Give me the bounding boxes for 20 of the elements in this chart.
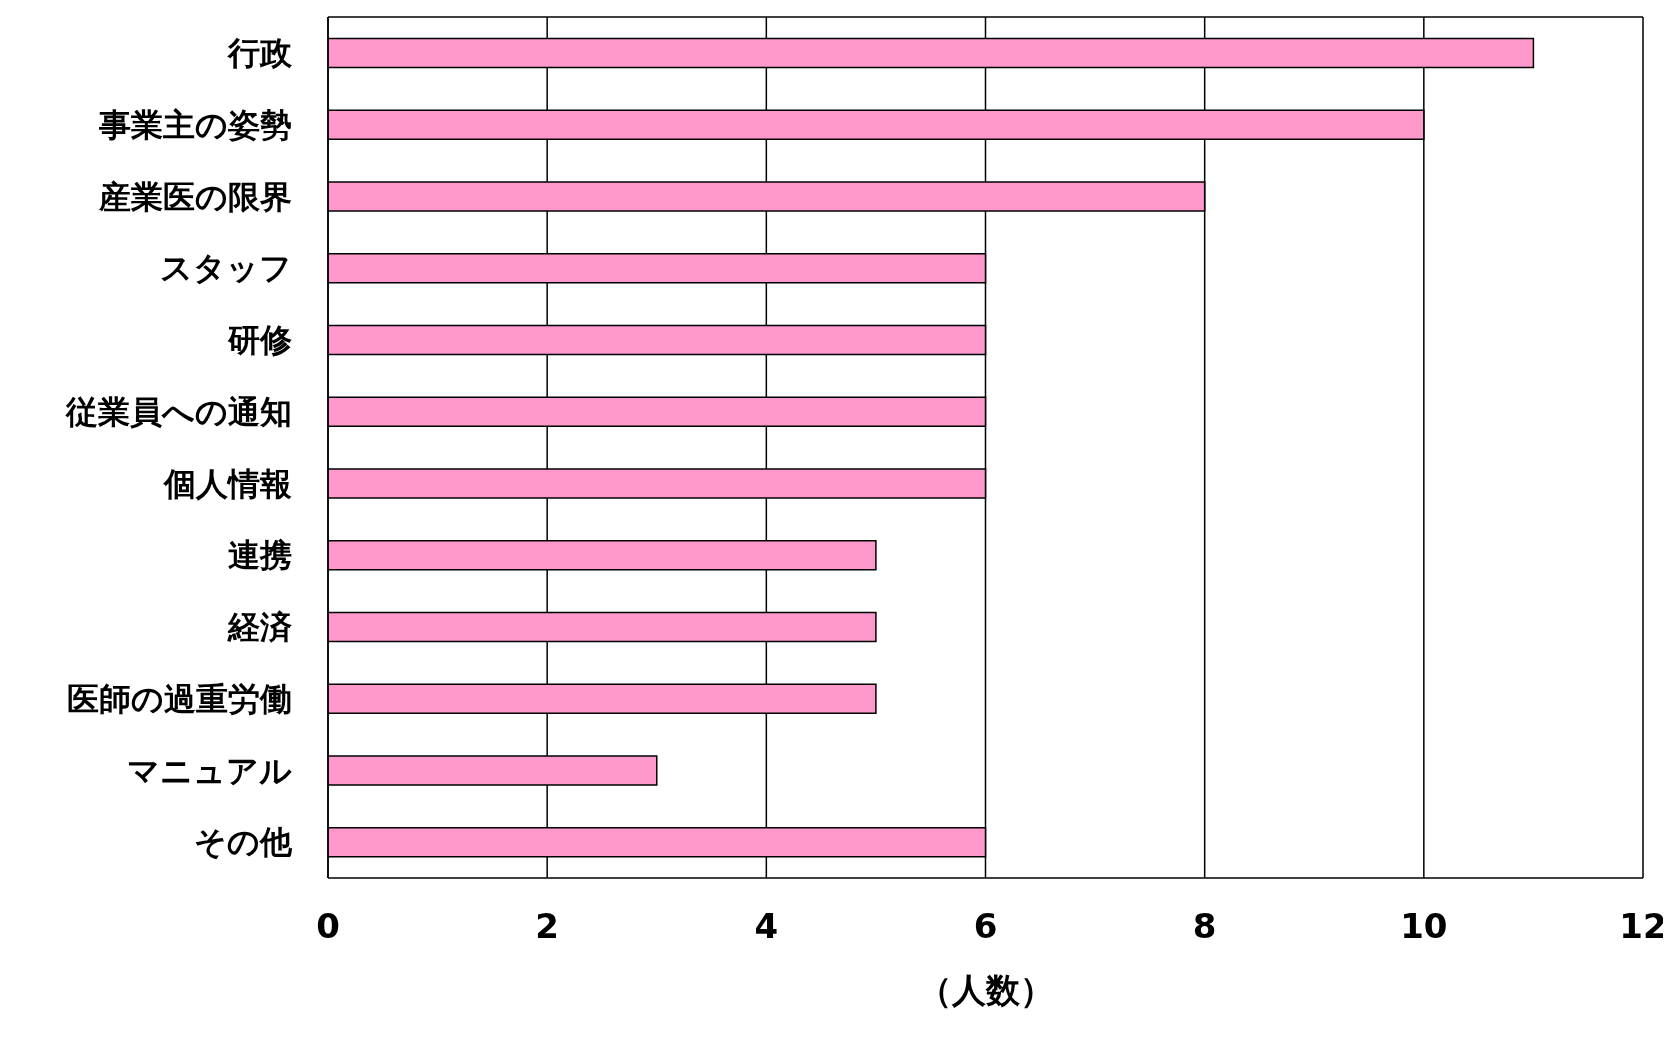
x-tick-label: 8 [1192, 906, 1217, 947]
x-tick-label: 2 [535, 906, 559, 947]
x-tick-label: 10 [1400, 906, 1448, 947]
y-tick-label: スタッフ [160, 249, 292, 288]
y-tick-label: 従業員への通知 [65, 392, 292, 431]
x-tick-label: 4 [754, 906, 779, 947]
y-tick-label: 産業医の限界 [98, 177, 292, 216]
y-tick-label: その他 [194, 823, 293, 862]
y-tick-label: 個人情報 [163, 464, 292, 503]
x-tick-label: 12 [1619, 906, 1667, 947]
x-axis-title: （人数） [916, 969, 1055, 1012]
y-tick-label: 行政 [227, 34, 293, 73]
x-tick-label: 0 [316, 906, 340, 947]
x-tick-label: 6 [973, 906, 998, 947]
y-tick-label: 研修 [227, 321, 292, 360]
y-tick-label: 医師の過重労働 [67, 679, 292, 718]
y-tick-label: 連携 [228, 536, 292, 575]
y-tick-label: 経済 [227, 608, 292, 647]
y-tick-label: 事業主の姿勢 [98, 105, 292, 144]
y-tick-label: マニュアル [127, 751, 292, 790]
